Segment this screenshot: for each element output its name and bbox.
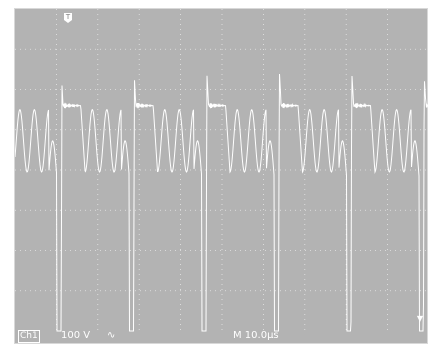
timebase-readout: M 10.0μs xyxy=(233,330,279,341)
vertical-scale: 100 V xyxy=(61,330,91,341)
status-bar: Ch1 100 V ∿ M 10.0μs xyxy=(15,329,427,343)
ground-reference-icon: ▼ xyxy=(417,306,423,325)
ground-arrow: ▼ xyxy=(416,314,423,323)
channel-label[interactable]: Ch1 xyxy=(18,330,40,343)
oscilloscope-screen: T ▼ Ch1 100 V ∿ M 10.0μs xyxy=(14,8,429,344)
trigger-position-marker[interactable]: T xyxy=(63,9,73,23)
ac-coupling-icon: ∿ xyxy=(107,330,116,341)
oscilloscope-graticule xyxy=(15,9,429,332)
ch1-waveform-trace xyxy=(15,73,429,332)
trigger-label: T xyxy=(65,13,71,21)
